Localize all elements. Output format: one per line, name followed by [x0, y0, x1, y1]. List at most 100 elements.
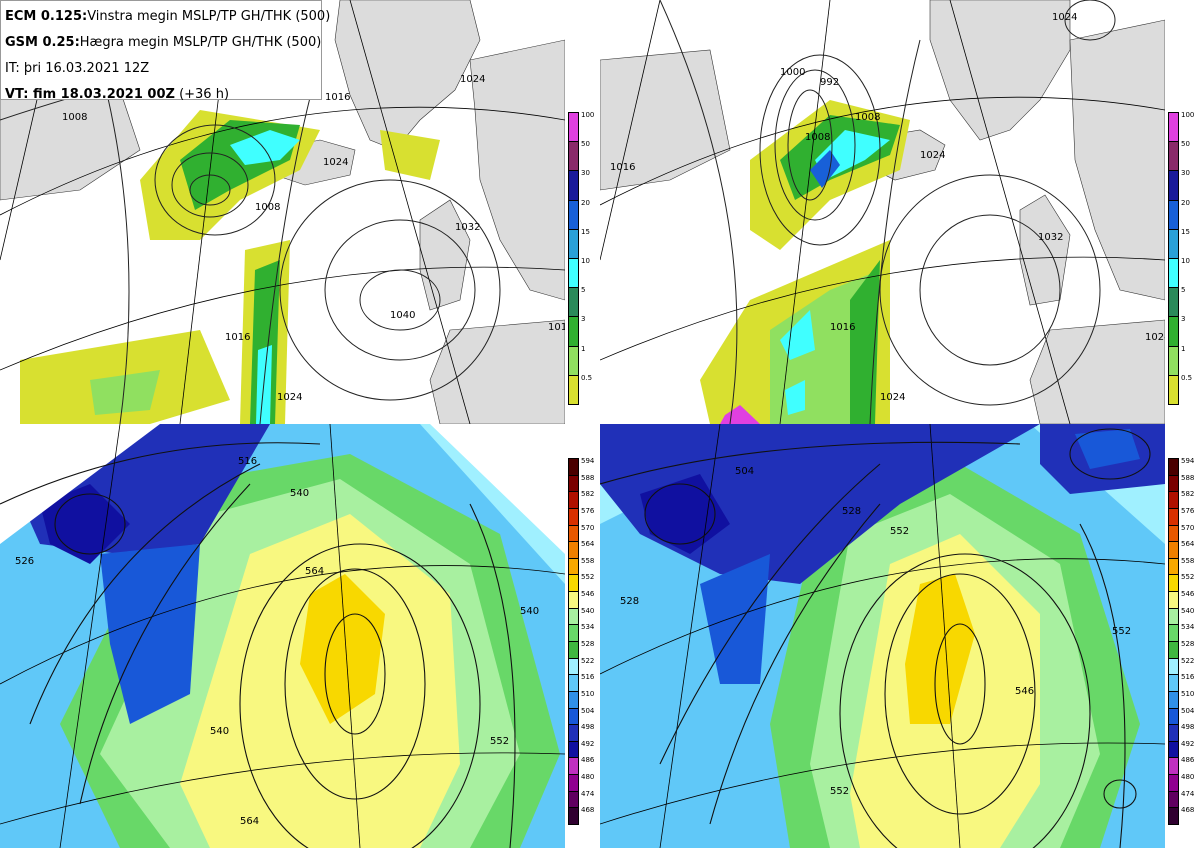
colorbar-swatch — [1168, 474, 1179, 493]
colorbar-tick-label: 528 — [1181, 640, 1195, 648]
colorbar-tick-label: 552 — [581, 573, 595, 582]
height-label: 540 — [520, 606, 539, 617]
colorbar-swatch — [1168, 707, 1179, 726]
colorbar-swatch — [568, 345, 579, 376]
colorbar-swatch — [568, 507, 579, 526]
colorbar-swatch — [1168, 170, 1179, 201]
colorbar-swatch — [568, 591, 579, 609]
ecm-gh-thk-map: 516 540 564 540 564 540 552 526 — [0, 424, 565, 848]
isobar-label: 1016 — [610, 162, 635, 173]
colorbar-tick-label: 528 — [581, 640, 595, 648]
colorbar-tick-label: 546 — [1181, 590, 1195, 599]
colorbar-tick-label: 30 — [581, 169, 590, 178]
info-box: ECM 0.125:Vinstra megin MSLP/TP GH/THK (… — [0, 0, 330, 102]
colorbar-swatch — [1168, 657, 1179, 676]
precip-colorbar-left: 100 50 30 20 15 10 5 3 1 0.5 — [566, 112, 602, 405]
colorbar-swatch — [568, 228, 579, 259]
colorbar-tick-label: 564 — [581, 540, 595, 549]
colorbar-tick-label: 510 — [581, 689, 595, 698]
colorbar-swatch — [1168, 458, 1179, 476]
colorbar-tick-label: 480 — [1181, 773, 1195, 782]
colorbar-swatch — [1168, 541, 1179, 559]
precip-area — [90, 370, 160, 415]
height-label: 552 — [830, 786, 849, 797]
colorbar-swatch — [568, 757, 579, 776]
height-label: 528 — [620, 596, 639, 607]
colorbar-tick-label: 474 — [581, 789, 595, 798]
colorbar-swatch — [568, 491, 579, 509]
valid-time: VT: fim 18.03.2021 00Z — [5, 87, 175, 102]
colorbar-swatch — [1168, 112, 1179, 143]
isobar-label: 1024 — [1052, 12, 1077, 23]
colorbar-tick-label: 15 — [581, 227, 590, 236]
isobar-label: 1032 — [455, 222, 480, 233]
colorbar-tick-label: 540 — [1181, 606, 1195, 615]
colorbar-tick-label: 570 — [581, 523, 595, 532]
isobar-label: 1024 — [920, 150, 945, 161]
colorbar-swatch — [1168, 674, 1179, 692]
colorbar-tick-label: 498 — [1181, 723, 1195, 732]
precip-area — [230, 130, 300, 165]
colorbar-swatch — [1168, 557, 1179, 576]
colorbar-tick-label: 20 — [1181, 198, 1190, 207]
colorbar-tick-label: 534 — [581, 623, 595, 632]
height-label: 504 — [735, 466, 754, 477]
gsm-gh-thk-map: 504 528 552 528 552 546 552 — [600, 424, 1165, 848]
colorbar-tick-label: 15 — [1181, 227, 1190, 236]
height-label: 528 — [842, 506, 861, 517]
colorbar-swatch — [1168, 641, 1179, 659]
colorbar-swatch — [568, 458, 579, 476]
isobar-label: 1024 — [880, 392, 905, 403]
colorbar-swatch — [1168, 258, 1179, 289]
scandinavia-land — [469, 39, 565, 301]
colorbar-swatch — [568, 316, 579, 347]
colorbar-swatch — [1168, 524, 1179, 543]
height-label: 564 — [305, 566, 324, 577]
colorbar-swatch — [568, 724, 579, 742]
colorbar-tick-label: 30 — [1181, 169, 1190, 178]
colorbar-tick-label: 10 — [581, 257, 590, 265]
colorbar-tick-label: 468 — [1181, 806, 1195, 815]
isobar-label: 1008 — [855, 112, 880, 123]
colorbar-swatch — [568, 807, 579, 825]
colorbar-swatch — [1168, 724, 1179, 742]
precip-area — [785, 380, 805, 415]
isobar-label: 992 — [820, 77, 839, 88]
isobar-label: 1024 — [323, 157, 348, 168]
colorbar-swatch — [1168, 607, 1179, 626]
isobar-label: 1008 — [255, 202, 280, 213]
height-label: 516 — [238, 456, 257, 467]
colorbar-tick-label: 10 — [1181, 257, 1190, 265]
info-row-gsm: GSM 0.25:Hægra megin MSLP/TP GH/THK (500… — [5, 30, 321, 56]
isobar-label: 1016 — [830, 322, 855, 333]
height-label: 540 — [290, 488, 309, 499]
colorbar-tick-label: 1 — [581, 344, 586, 353]
colorbar-tick-label: 558 — [1181, 556, 1195, 565]
isobar-label: 1000 — [780, 67, 805, 78]
colorbar-tick-label: 564 — [1181, 540, 1195, 549]
colorbar-swatch — [568, 258, 579, 289]
colorbar-tick-label: 3 — [581, 315, 586, 324]
isobar-label: 1016 — [548, 322, 565, 333]
height-label: 552 — [890, 526, 909, 537]
colorbar-swatch — [568, 287, 579, 318]
colorbar-tick-label: 504 — [581, 706, 595, 715]
colorbar-tick-label: 486 — [1181, 756, 1195, 765]
colorbar-swatch — [1168, 690, 1179, 709]
colorbar-swatch — [568, 607, 579, 626]
isobar-label: 1032 — [1038, 232, 1063, 243]
colorbar-swatch — [568, 112, 579, 143]
gsm-mslp-precip-map: 1008 992 1000 1008 1024 1032 1016 1024 1… — [600, 0, 1165, 424]
forecast-hour: (+36 h) — [174, 87, 230, 102]
britain-land — [1019, 194, 1071, 306]
colorbar-tick-label: 576 — [581, 506, 595, 515]
colorbar-swatch — [1168, 287, 1179, 318]
thickness-colorbar-left: 594 588 582 576 570 564 558 552 546 540 534 528 522 5… — [566, 458, 602, 825]
colorbar-tick-label: 1 — [1181, 344, 1186, 353]
isobar-label: 1008 — [805, 132, 830, 143]
greenland-land — [929, 0, 1071, 141]
colorbar-swatch — [568, 524, 579, 543]
height-label: 540 — [210, 726, 229, 737]
colorbar-tick-label: 480 — [581, 773, 595, 782]
colorbar-swatch — [568, 141, 579, 172]
